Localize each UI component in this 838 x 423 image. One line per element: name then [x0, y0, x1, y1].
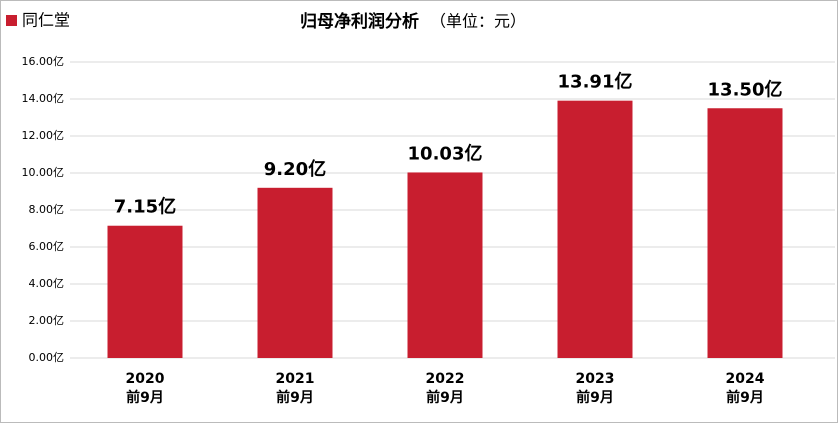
y-tick-label: 4.00亿: [29, 277, 65, 290]
value-label: 13.50亿: [708, 78, 783, 100]
chart-subtitle: （单位：元）: [430, 12, 526, 31]
value-label: 7.15亿: [114, 196, 176, 218]
value-label: 10.03亿: [408, 142, 483, 164]
x-tick-label: 2020 前9月: [125, 371, 165, 406]
chart-title: 归母净利润分析: [300, 11, 419, 32]
y-tick-label: 14.00亿: [22, 92, 65, 105]
x-tick-label: 2023 前9月: [575, 371, 615, 406]
x-tick-label: 2022 前9月: [425, 371, 465, 406]
legend-label: 同仁堂: [22, 11, 70, 30]
bar: [257, 187, 333, 358]
y-tick-label: 6.00亿: [29, 240, 65, 253]
x-tick-label: 2021 前9月: [275, 371, 315, 406]
value-label: 9.20亿: [264, 158, 326, 180]
bar: [107, 225, 183, 358]
legend-swatch: [6, 15, 17, 26]
y-tick-label: 8.00亿: [29, 203, 65, 216]
y-tick-label: 12.00亿: [22, 129, 65, 142]
bar: [707, 108, 783, 358]
y-tick-label: 10.00亿: [22, 166, 65, 179]
y-tick-label: 16.00亿: [22, 55, 65, 68]
x-tick-label: 2024 前9月: [725, 371, 765, 406]
y-tick-label: 2.00亿: [29, 314, 65, 327]
bar: [557, 100, 633, 358]
bar: [407, 172, 483, 358]
value-label: 13.91亿: [558, 71, 633, 93]
y-tick-label: 0.00亿: [29, 351, 65, 364]
